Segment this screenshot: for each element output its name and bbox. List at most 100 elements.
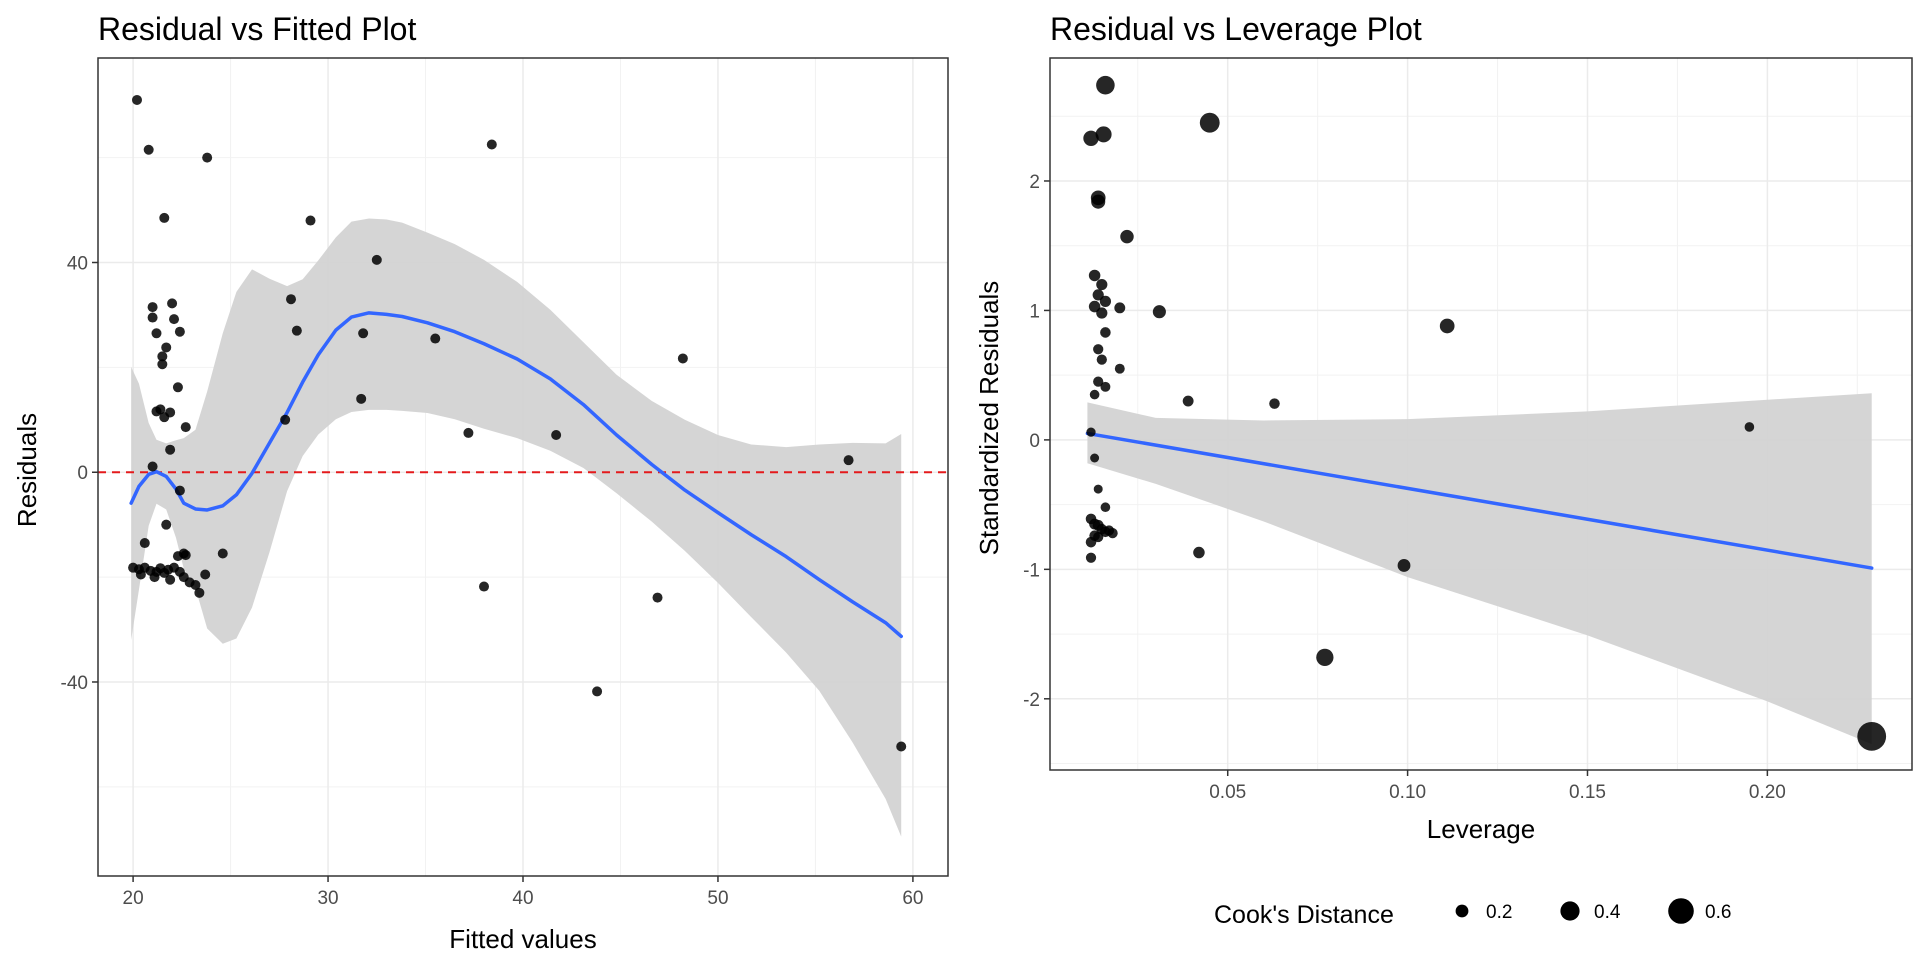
data-point — [190, 579, 201, 590]
data-point — [1096, 354, 1107, 365]
data-point — [358, 328, 369, 339]
data-point — [479, 581, 490, 592]
data-point — [430, 333, 441, 344]
data-point — [143, 144, 154, 155]
legend-keys: 0.2 0.4 0.6 — [1455, 898, 1731, 924]
data-point — [1193, 546, 1205, 559]
plot1-smooth-line — [129, 311, 903, 639]
smooth-fit-line — [1085, 431, 1874, 570]
panel-border — [1049, 57, 1913, 771]
data-point — [1744, 422, 1755, 432]
data-point — [139, 538, 150, 549]
legend-key-circle — [1455, 904, 1469, 918]
data-point — [147, 312, 158, 323]
data-point — [1152, 305, 1166, 319]
x-tick-label: 40 — [512, 888, 533, 909]
data-point — [1091, 194, 1106, 209]
data-point — [1088, 300, 1101, 313]
plot1-x-axis-title: Fitted values — [449, 924, 596, 954]
data-point — [1093, 376, 1104, 387]
data-point — [194, 587, 205, 598]
data-point — [1093, 484, 1103, 494]
data-point — [1120, 229, 1134, 244]
data-point — [1107, 527, 1118, 539]
legend-key-label: 0.4 — [1594, 902, 1621, 923]
data-point — [157, 359, 168, 370]
data-point — [161, 519, 172, 530]
data-point — [286, 294, 297, 305]
plot2-title: Residual vs Leverage Plot — [1050, 11, 1422, 47]
data-point — [151, 406, 162, 417]
data-point — [1083, 130, 1099, 146]
data-point — [1095, 126, 1112, 143]
legend-key-label: 0.2 — [1486, 902, 1512, 923]
x-tick-label: 0.20 — [1749, 782, 1786, 803]
data-point — [1096, 307, 1108, 319]
data-point — [180, 550, 191, 561]
confidence-band-area — [131, 218, 902, 837]
data-point — [135, 569, 146, 580]
data-point — [551, 430, 562, 441]
legend-key-label: 0.6 — [1705, 902, 1731, 923]
x-tick-label: 0.15 — [1569, 782, 1606, 803]
data-point — [677, 353, 688, 364]
data-point — [151, 328, 162, 339]
y-tick-label: -2 — [1023, 690, 1040, 711]
plot1-points — [128, 94, 907, 752]
y-tick-label: 1 — [1029, 301, 1040, 322]
legend-key-circle — [1668, 898, 1694, 924]
data-point — [1090, 453, 1100, 463]
data-point — [592, 686, 603, 697]
data-point — [1085, 536, 1097, 548]
data-point — [169, 314, 180, 325]
data-point — [165, 574, 176, 585]
data-point — [1100, 502, 1111, 513]
data-point — [1092, 289, 1104, 301]
data-point — [172, 382, 183, 393]
plot2-points — [1083, 75, 1887, 751]
x-tick-label: 30 — [317, 888, 338, 909]
data-point — [356, 393, 367, 404]
y-tick-label: -1 — [1023, 560, 1040, 581]
residual-vs-fitted-plot: Residual vs Fitted Plot 20 30 40 50 60 -40 0 4… — [12, 11, 949, 954]
plot2-y-axis-title: Standardized Residuals — [974, 281, 1004, 556]
data-point — [165, 444, 176, 455]
data-point — [1096, 75, 1115, 95]
data-point — [157, 351, 168, 362]
data-point — [1089, 389, 1100, 400]
plot2-x-axis-title: Leverage — [1427, 814, 1535, 844]
plot1-y-ticks: -40 0 40 — [61, 254, 98, 694]
plot1-title: Residual vs Fitted Plot — [98, 11, 416, 47]
data-point — [147, 461, 158, 472]
data-point — [180, 422, 191, 433]
data-point — [159, 212, 170, 223]
data-point — [174, 326, 185, 337]
data-point — [217, 548, 228, 559]
x-tick-label: 20 — [123, 888, 144, 909]
confidence-band-area — [1087, 393, 1872, 745]
data-point — [896, 741, 907, 752]
y-tick-label: 40 — [67, 254, 88, 275]
data-point — [1857, 721, 1887, 751]
data-point — [1100, 381, 1111, 392]
data-point — [652, 592, 663, 603]
data-point — [1199, 112, 1220, 133]
y-tick-label: -40 — [61, 673, 88, 694]
plot1-y-axis-title: Residuals — [12, 413, 42, 527]
data-point — [1093, 344, 1104, 355]
plot1-confidence-band — [131, 218, 902, 837]
plot2-smooth-line — [1085, 431, 1874, 570]
data-point — [202, 152, 213, 163]
data-point — [1269, 398, 1280, 409]
x-tick-label: 0.05 — [1209, 782, 1246, 803]
data-point — [486, 139, 497, 150]
data-point — [1093, 531, 1104, 543]
data-point — [1439, 318, 1455, 334]
data-point — [1100, 327, 1111, 338]
cooks-distance-legend: Cook's Distance 0.2 0.4 0.6 — [1214, 898, 1731, 929]
data-point — [147, 302, 158, 313]
data-point — [280, 414, 291, 425]
data-point — [1397, 559, 1411, 572]
data-point — [305, 215, 316, 226]
data-point — [159, 412, 170, 423]
